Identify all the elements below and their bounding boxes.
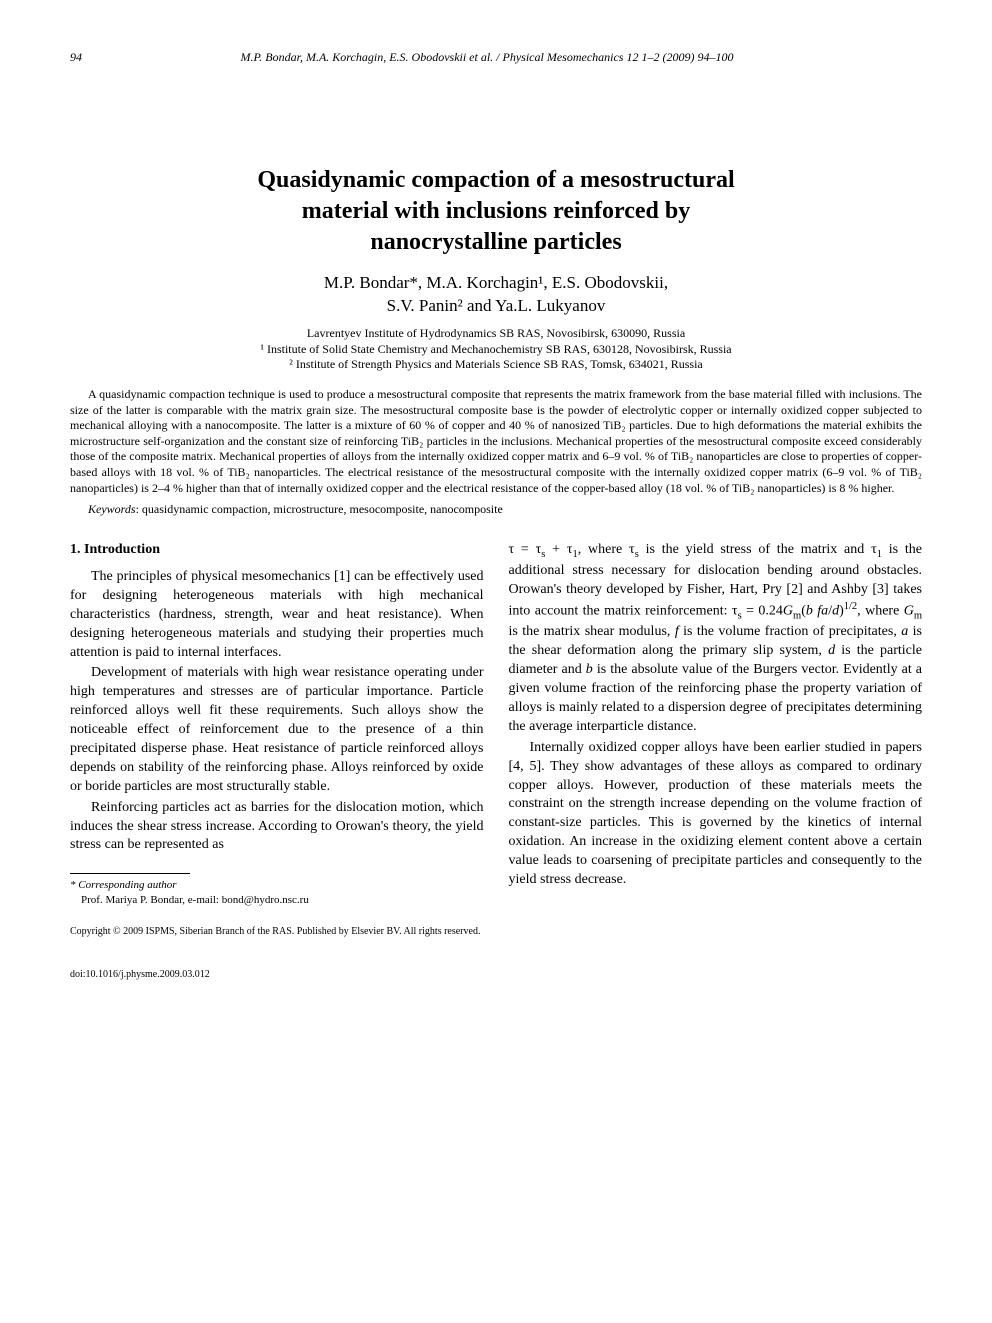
doi-line: doi:10.1016/j.physme.2009.03.012	[70, 968, 484, 982]
title-line-3: nanocrystalline particles	[370, 229, 621, 255]
affiliation-3: ² Institute of Strength Physics and Mate…	[70, 357, 922, 373]
keywords-line: Keywords: quasidynamic compaction, micro…	[70, 502, 922, 517]
corresponding-author-contact: Prof. Mariya P. Bondar, e-mail: bond@hyd…	[70, 893, 484, 907]
authors-line-2: S.V. Panin² and Ya.L. Lukyanov	[387, 296, 606, 315]
affiliations-block: Lavrentyev Institute of Hydrodynamics SB…	[70, 326, 922, 373]
body-columns: 1. Introduction The principles of physic…	[70, 541, 922, 982]
footnote-block: * Corresponding author Prof. Mariya P. B…	[70, 878, 484, 907]
keywords-text: : quasidynamic compaction, microstructur…	[136, 502, 503, 516]
article-title: Quasidynamic compaction of a mesostructu…	[70, 165, 922, 259]
footnote-separator	[70, 873, 190, 874]
paragraph: Internally oxidized copper alloys have b…	[509, 739, 923, 890]
abstract-text: A quasidynamic compaction technique is u…	[70, 387, 922, 496]
authors-block: M.P. Bondar*, M.A. Korchagin¹, E.S. Obod…	[70, 271, 922, 319]
title-line-2: material with inclusions reinforced by	[302, 198, 690, 224]
page-number: 94	[70, 50, 82, 65]
paragraph: Reinforcing particles act as barries for…	[70, 799, 484, 856]
running-title: M.P. Bondar, M.A. Korchagin, E.S. Obodov…	[82, 50, 892, 65]
affiliation-1: Lavrentyev Institute of Hydrodynamics SB…	[70, 326, 922, 342]
section-1-heading: 1. Introduction	[70, 541, 484, 560]
paragraph: τ = τs + τ1, where τs is the yield stres…	[509, 541, 923, 737]
right-column: τ = τs + τ1, where τs is the yield stres…	[509, 541, 923, 982]
left-column: 1. Introduction The principles of physic…	[70, 541, 484, 982]
paragraph: The principles of physical mesomechanics…	[70, 568, 484, 662]
corresponding-author-label: * Corresponding author	[70, 878, 484, 892]
authors-line-1: M.P. Bondar*, M.A. Korchagin¹, E.S. Obod…	[324, 273, 668, 292]
running-header: 94 M.P. Bondar, M.A. Korchagin, E.S. Obo…	[70, 50, 922, 65]
affiliation-2: ¹ Institute of Solid State Chemistry and…	[70, 342, 922, 358]
paragraph: Development of materials with high wear …	[70, 664, 484, 796]
title-line-1: Quasidynamic compaction of a mesostructu…	[257, 167, 734, 193]
copyright-line: Copyright © 2009 ISPMS, Siberian Branch …	[70, 925, 484, 939]
keywords-label: Keywords	[88, 502, 136, 516]
page-container: 94 M.P. Bondar, M.A. Korchagin, E.S. Obo…	[0, 0, 992, 1032]
